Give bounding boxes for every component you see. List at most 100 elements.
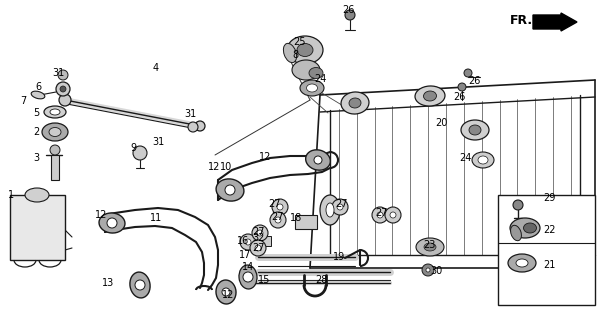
Circle shape: [513, 200, 523, 210]
Circle shape: [422, 264, 434, 276]
Text: 5: 5: [33, 108, 39, 118]
Text: 26: 26: [453, 92, 465, 102]
Text: 28: 28: [315, 275, 327, 285]
Ellipse shape: [508, 254, 536, 272]
Text: 12: 12: [259, 152, 272, 162]
Bar: [51, 155, 59, 180]
Text: 26: 26: [342, 5, 355, 15]
Bar: [295, 215, 317, 229]
Text: 25: 25: [293, 37, 306, 47]
Circle shape: [107, 218, 117, 228]
Ellipse shape: [349, 98, 361, 108]
Circle shape: [426, 268, 430, 272]
Ellipse shape: [130, 272, 150, 298]
Text: 1: 1: [8, 190, 14, 200]
Text: 11: 11: [150, 213, 162, 223]
Ellipse shape: [99, 213, 125, 233]
Ellipse shape: [50, 109, 60, 115]
Ellipse shape: [424, 91, 436, 101]
Ellipse shape: [283, 44, 296, 63]
Bar: [255, 236, 271, 246]
Text: FR.: FR.: [510, 13, 533, 27]
Text: 7: 7: [20, 96, 26, 106]
Circle shape: [240, 234, 256, 250]
Circle shape: [59, 94, 71, 106]
Bar: [498, 195, 595, 305]
Text: 27: 27: [375, 208, 387, 218]
Text: 12: 12: [208, 162, 220, 172]
Circle shape: [245, 239, 251, 245]
Text: 15: 15: [258, 275, 270, 285]
Circle shape: [272, 199, 288, 215]
Circle shape: [188, 122, 198, 132]
Text: 3: 3: [33, 153, 39, 163]
Circle shape: [345, 10, 355, 20]
Ellipse shape: [341, 92, 369, 114]
Text: 27: 27: [268, 199, 281, 209]
Circle shape: [277, 204, 283, 210]
Circle shape: [133, 146, 147, 160]
Ellipse shape: [44, 106, 66, 118]
Circle shape: [458, 83, 466, 91]
Circle shape: [50, 145, 60, 155]
Text: 16: 16: [237, 236, 249, 246]
Ellipse shape: [510, 218, 540, 238]
Circle shape: [377, 212, 383, 218]
Text: 4: 4: [153, 63, 159, 73]
Circle shape: [250, 240, 266, 256]
Circle shape: [332, 199, 348, 215]
Text: 9: 9: [130, 143, 136, 153]
Ellipse shape: [42, 123, 68, 141]
Text: 14: 14: [242, 262, 254, 272]
Circle shape: [222, 288, 230, 296]
Text: 2: 2: [33, 127, 39, 137]
Ellipse shape: [424, 243, 436, 251]
Polygon shape: [10, 195, 65, 260]
Ellipse shape: [309, 68, 323, 78]
Circle shape: [275, 217, 281, 223]
Ellipse shape: [516, 259, 528, 267]
Ellipse shape: [326, 203, 334, 217]
Ellipse shape: [25, 188, 49, 202]
Circle shape: [58, 70, 68, 80]
Ellipse shape: [307, 84, 318, 92]
Circle shape: [135, 280, 145, 290]
Text: 32: 32: [252, 233, 264, 243]
Ellipse shape: [31, 91, 45, 99]
Text: 31: 31: [184, 109, 196, 119]
Circle shape: [270, 212, 286, 228]
Text: 27: 27: [252, 227, 264, 237]
Ellipse shape: [216, 280, 236, 304]
Circle shape: [225, 185, 235, 195]
Ellipse shape: [461, 120, 489, 140]
Text: 12: 12: [222, 290, 234, 300]
Circle shape: [195, 121, 205, 131]
Text: 20: 20: [435, 118, 447, 128]
Text: 13: 13: [102, 278, 114, 288]
Ellipse shape: [292, 60, 320, 80]
Ellipse shape: [469, 125, 481, 135]
Ellipse shape: [49, 127, 61, 137]
Circle shape: [257, 230, 263, 236]
Text: 21: 21: [543, 260, 555, 270]
Ellipse shape: [472, 152, 494, 168]
Circle shape: [337, 204, 343, 210]
Text: 18: 18: [290, 213, 302, 223]
Circle shape: [314, 156, 322, 164]
Circle shape: [255, 245, 261, 251]
Text: 8: 8: [292, 50, 298, 60]
Ellipse shape: [320, 195, 340, 225]
Circle shape: [60, 86, 66, 92]
Circle shape: [243, 272, 253, 282]
Circle shape: [464, 69, 472, 77]
Text: 19: 19: [333, 252, 345, 262]
Text: 6: 6: [35, 82, 41, 92]
Text: 23: 23: [423, 240, 436, 250]
Ellipse shape: [306, 150, 330, 170]
Circle shape: [56, 82, 70, 96]
Text: 31: 31: [52, 68, 64, 78]
Text: 30: 30: [430, 266, 442, 276]
Circle shape: [390, 212, 396, 218]
Text: 27: 27: [271, 212, 284, 222]
Text: 31: 31: [152, 137, 164, 147]
